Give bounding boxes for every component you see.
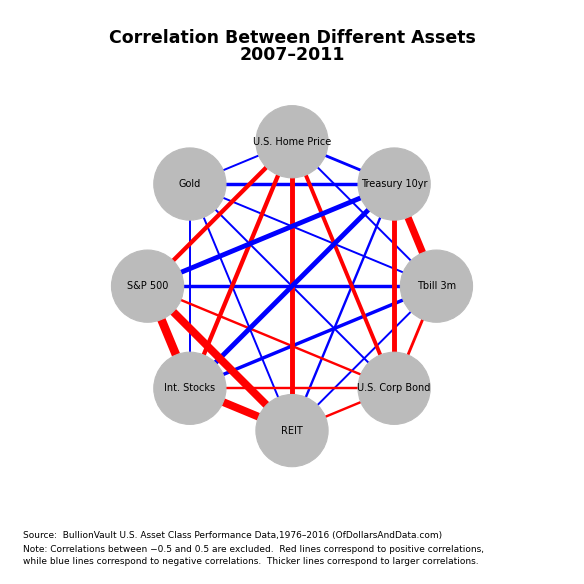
Text: while blue lines correspond to negative correlations.  Thicker lines correspond : while blue lines correspond to negative … (23, 558, 479, 566)
Circle shape (358, 148, 430, 220)
Text: U.S. Corp Bond: U.S. Corp Bond (357, 383, 431, 393)
Text: Int. Stocks: Int. Stocks (164, 383, 215, 393)
Text: REIT: REIT (281, 426, 303, 436)
Circle shape (154, 148, 226, 220)
Text: S&P 500: S&P 500 (127, 281, 168, 291)
Circle shape (358, 352, 430, 425)
Circle shape (154, 352, 226, 425)
Circle shape (400, 250, 472, 322)
Text: Note: Correlations between −0.5 and 0.5 are excluded.  Red lines correspond to p: Note: Correlations between −0.5 and 0.5 … (23, 545, 484, 554)
Text: Treasury 10yr: Treasury 10yr (361, 179, 427, 189)
Circle shape (256, 106, 328, 178)
Circle shape (112, 250, 184, 322)
Text: U.S. Home Price: U.S. Home Price (253, 137, 331, 147)
Text: Gold: Gold (179, 179, 201, 189)
Text: Source:  BullionVault U.S. Asset Class Performance Data,1976–2016 (OfDollarsAndD: Source: BullionVault U.S. Asset Class Pe… (23, 531, 443, 540)
Text: Correlation Between Different Assets: Correlation Between Different Assets (109, 29, 475, 47)
Circle shape (256, 394, 328, 467)
Text: 2007–2011: 2007–2011 (239, 47, 345, 64)
Text: Tbill 3m: Tbill 3m (417, 281, 456, 291)
